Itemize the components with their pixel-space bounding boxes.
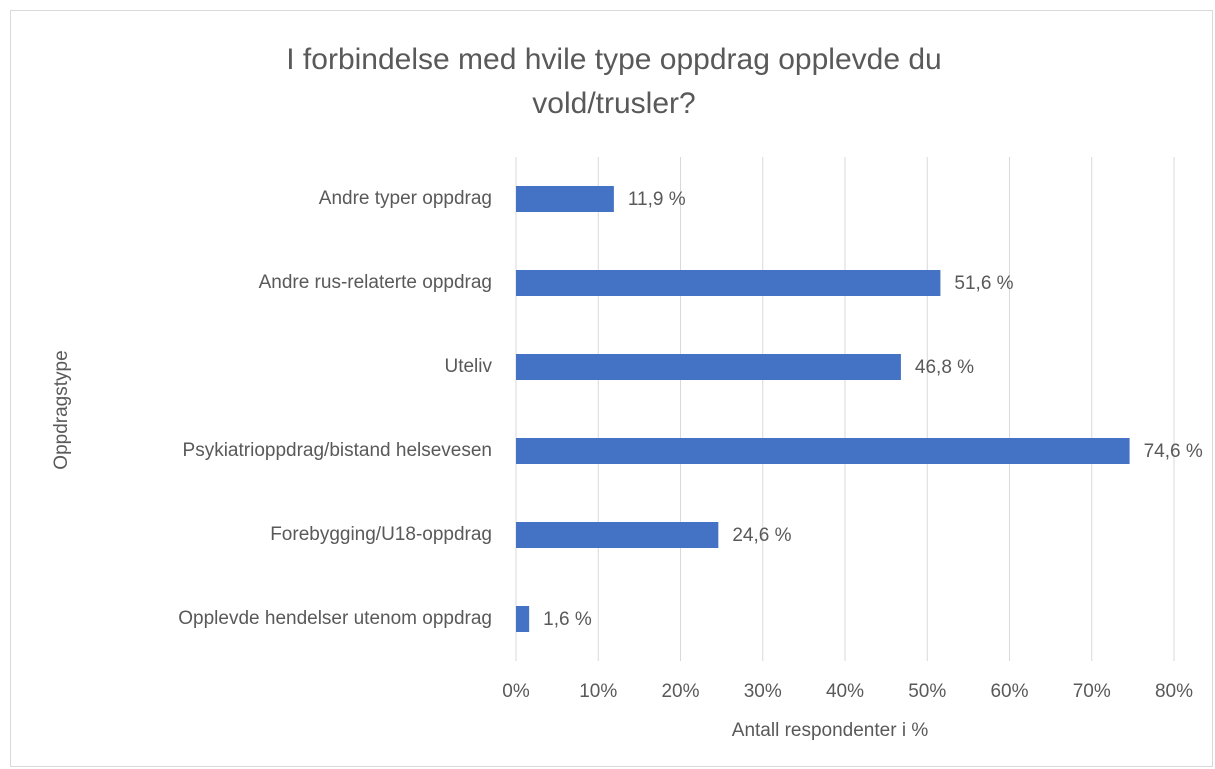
y-axis-label: Oppdragstype xyxy=(51,350,72,469)
x-tick-label: 70% xyxy=(1073,681,1111,702)
x-tick-label: 0% xyxy=(502,681,530,702)
data-label: 46,8 % xyxy=(915,357,974,378)
y-tick-label: Andre rus-relaterte oppdrag xyxy=(259,272,492,293)
chart-title: I forbindelse med hvile type oppdrag opp… xyxy=(286,43,942,120)
data-label: 51,6 % xyxy=(954,273,1013,294)
y-tick-label: Uteliv xyxy=(444,356,492,377)
x-tick-label: 50% xyxy=(908,681,946,702)
y-tick-label: Psykiatrioppdrag/bistand helsevesen xyxy=(183,440,492,461)
x-tick-label: 80% xyxy=(1155,681,1193,702)
y-tick-label: Opplevde hendelser utenom oppdrag xyxy=(178,608,492,629)
data-label: 24,6 % xyxy=(732,525,791,546)
chart-border xyxy=(10,10,1213,767)
data-label: 1,6 % xyxy=(543,609,592,630)
bar xyxy=(516,438,1130,464)
x-tick-label: 60% xyxy=(990,681,1028,702)
data-label: 74,6 % xyxy=(1144,441,1203,462)
bar xyxy=(516,186,614,212)
x-tick-label: 40% xyxy=(826,681,864,702)
x-tick-label: 10% xyxy=(579,681,617,702)
data-label: 11,9 % xyxy=(628,189,686,210)
bar xyxy=(516,270,941,296)
y-tick-label: Andre typer oppdrag xyxy=(319,188,492,209)
bar xyxy=(516,522,719,548)
x-tick-label: 30% xyxy=(744,681,782,702)
bar xyxy=(516,606,530,632)
y-tick-label: Forebygging/U18-oppdrag xyxy=(270,524,492,545)
x-axis-label: Antall respondenter i % xyxy=(732,720,929,741)
x-tick-label: 20% xyxy=(661,681,699,702)
bar xyxy=(516,354,901,380)
